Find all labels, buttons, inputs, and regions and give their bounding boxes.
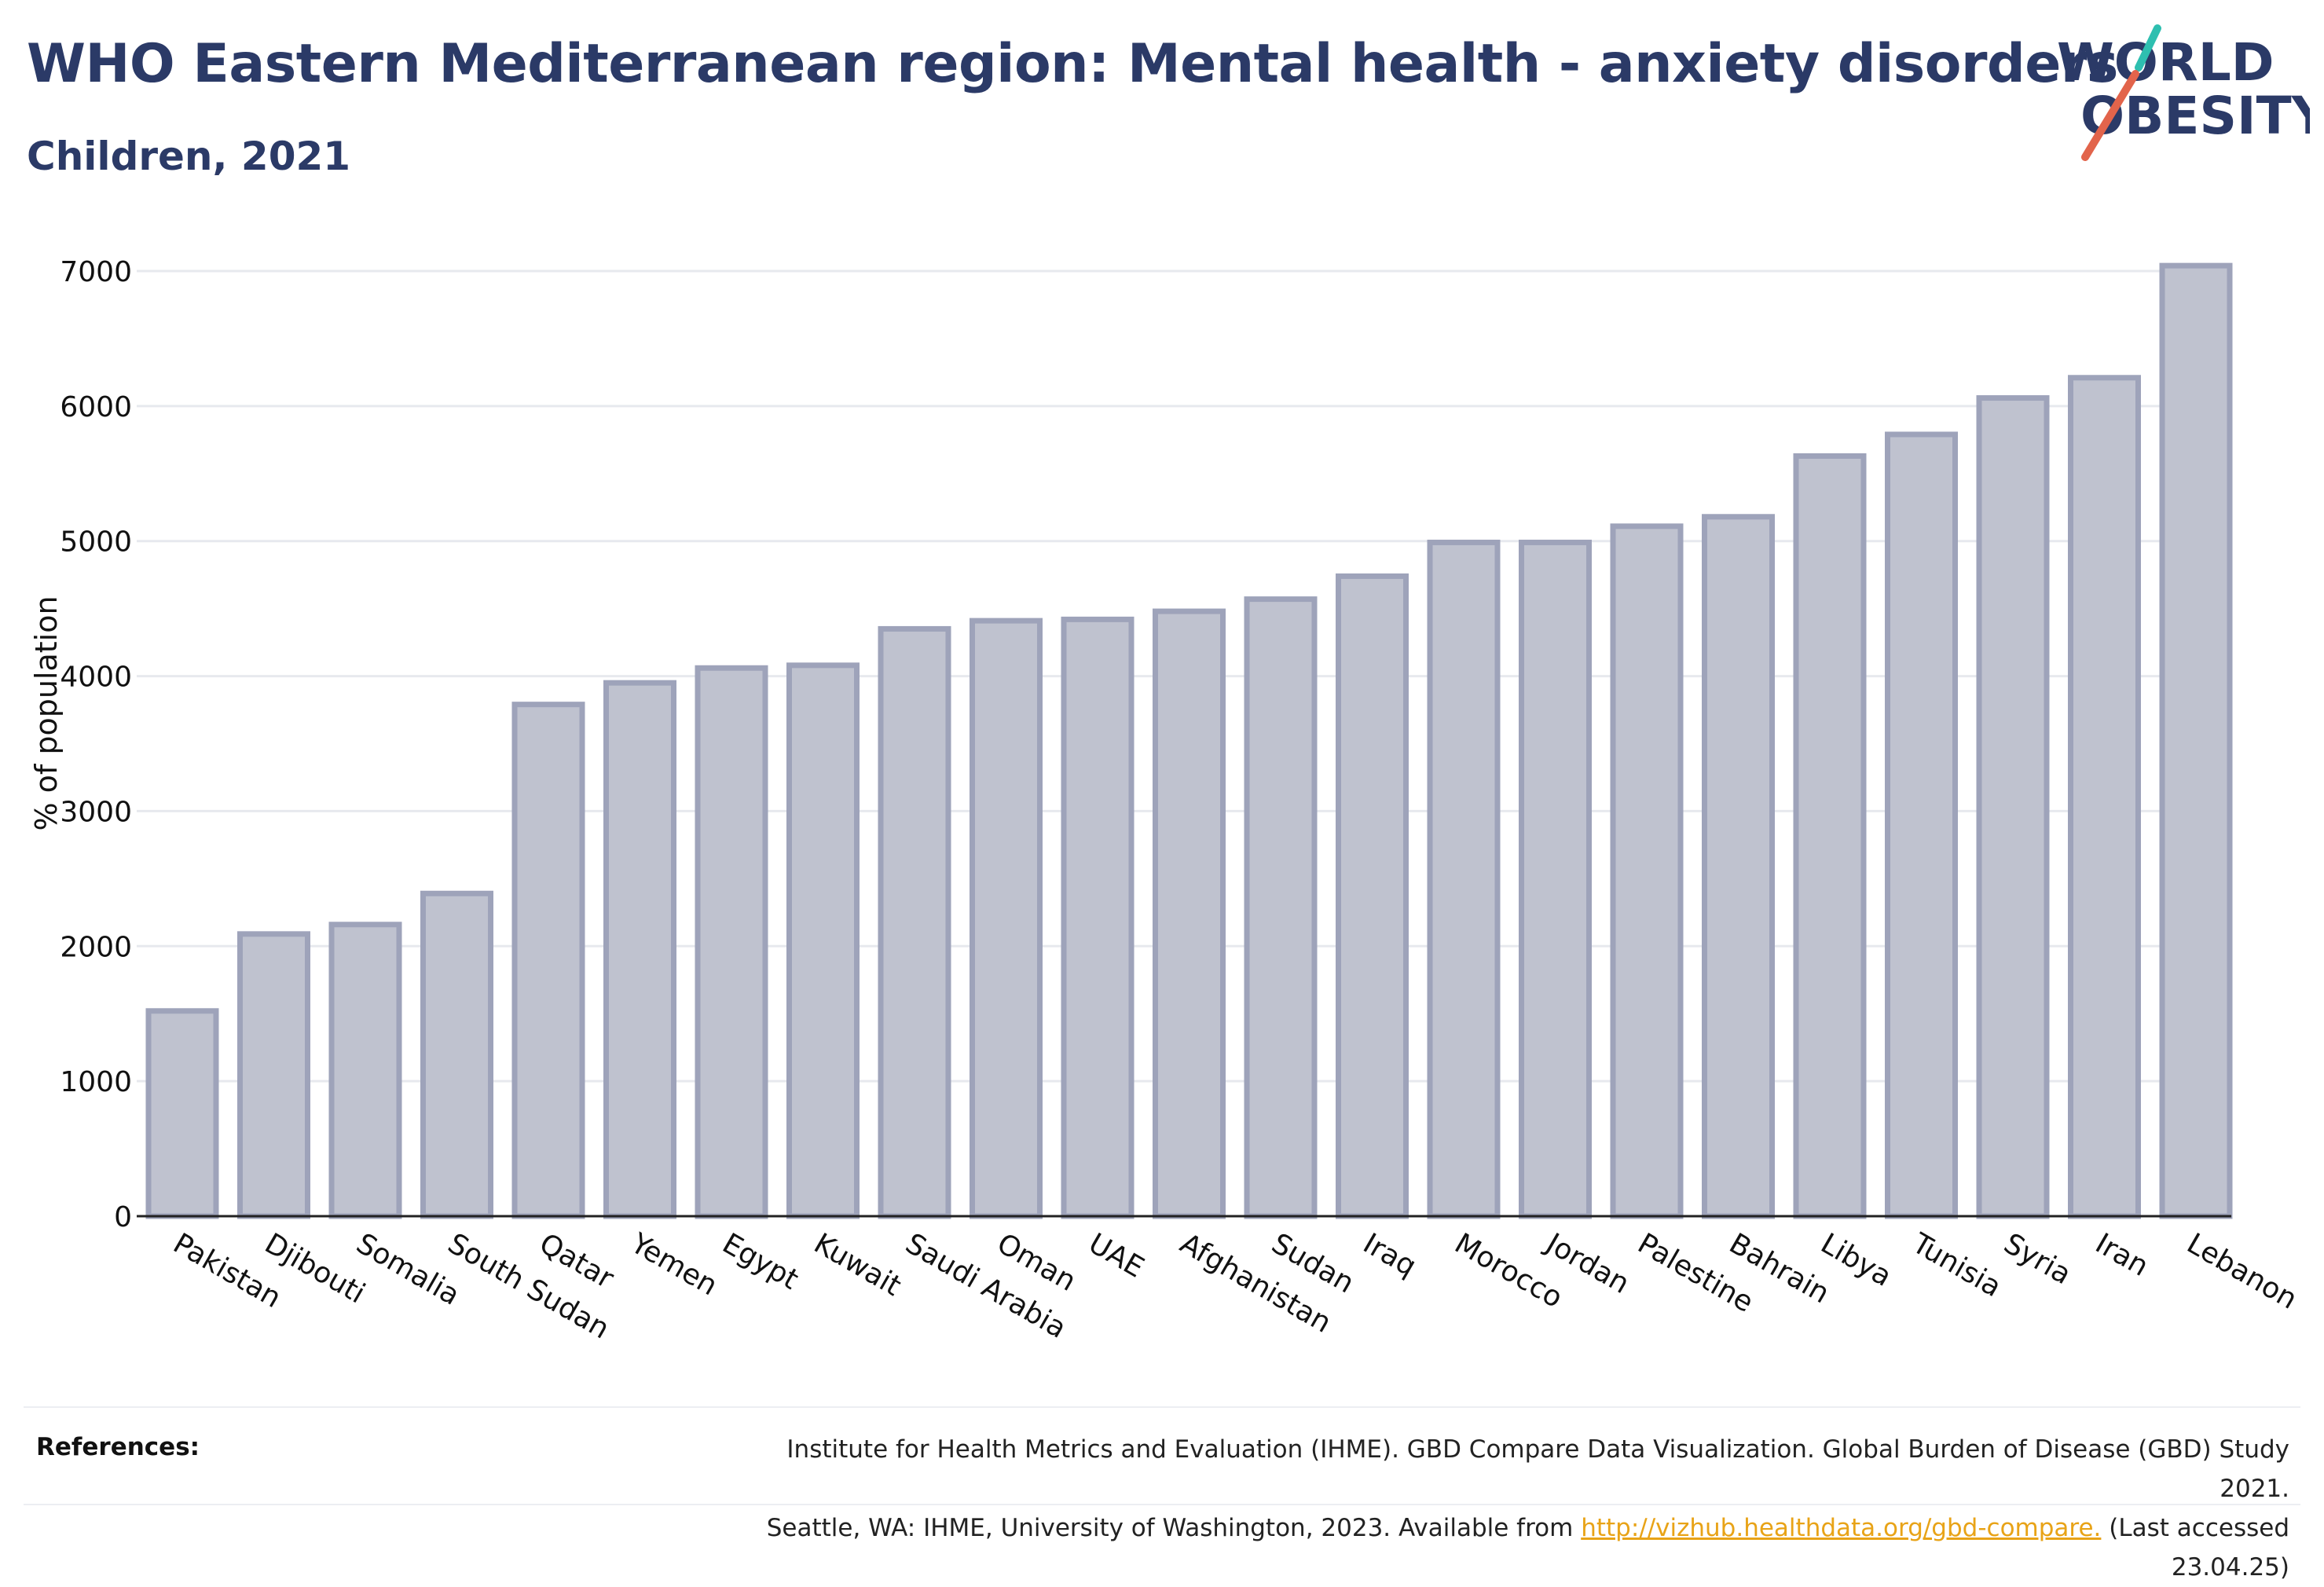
- bar-iran: [2068, 375, 2141, 1219]
- references-divider-bottom: [24, 1504, 2300, 1505]
- bar-pakistan: [145, 1008, 219, 1219]
- y-tick-label: 0: [114, 1201, 132, 1233]
- bar-qatar: [511, 702, 585, 1219]
- y-tick-label: 4000: [60, 662, 132, 694]
- bar-bahrain: [1702, 514, 1775, 1219]
- y-tick-label: 3000: [60, 796, 132, 828]
- bar-iraq: [1336, 573, 1409, 1219]
- y-tick-label: 6000: [60, 391, 132, 423]
- references-divider-top: [24, 1406, 2300, 1408]
- reference-line-1: Institute for Health Metrics and Evaluat…: [786, 1435, 2289, 1503]
- page-title: WHO Eastern Mediterranean region: Mental…: [27, 33, 2118, 95]
- bar-oman: [970, 618, 1043, 1219]
- y-tick-label: 1000: [60, 1066, 132, 1098]
- y-tick-label: 7000: [60, 256, 132, 288]
- y-axis-label: % of population: [29, 596, 64, 830]
- reference-line-2-suffix: (Last accessed 23.04.25): [2109, 1514, 2289, 1582]
- reference-line-2-prefix: Seattle, WA: IHME, University of Washing…: [766, 1514, 1574, 1542]
- bar-jordan: [1519, 539, 1592, 1219]
- x-tick-label: Kuwait: [808, 1227, 907, 1303]
- logo-slash-red: [2081, 70, 2139, 161]
- bar-djibouti: [237, 931, 310, 1219]
- x-tick-label: Tunisia: [1906, 1227, 2007, 1303]
- reference-line-2: Seattle, WA: IHME, University of Washing…: [718, 1508, 2289, 1587]
- y-tick-label: 2000: [60, 931, 132, 963]
- x-tick-label: UAE: [1083, 1227, 1149, 1284]
- bar-kuwait: [786, 662, 860, 1219]
- x-tick-label: Somalia: [351, 1227, 465, 1312]
- logo-slash-teal: [2135, 24, 2161, 71]
- bar-saudi-arabia: [878, 625, 951, 1219]
- x-tick-label: Lebanon: [2182, 1227, 2303, 1316]
- x-tick-label: Yemen: [625, 1227, 723, 1303]
- references-label: References:: [36, 1433, 200, 1461]
- bar-yemen: [603, 680, 676, 1219]
- logo-word-world: WORLD: [2057, 32, 2275, 93]
- bar-uae: [1061, 616, 1135, 1219]
- bar-tunisia: [1885, 431, 1958, 1219]
- bar-afghanistan: [1153, 608, 1226, 1219]
- x-tick-label: Syria: [1999, 1227, 2077, 1291]
- bar-south-sudan: [420, 890, 493, 1219]
- world-obesity-logo: WORLD OBESITY: [2057, 24, 2310, 161]
- bar-egypt: [695, 665, 768, 1219]
- x-tick-label: Iran: [2090, 1227, 2154, 1283]
- x-tick-label: Egypt: [717, 1227, 804, 1296]
- reference-link[interactable]: http://vizhub.healthdata.org/gbd-compare…: [1581, 1514, 2102, 1542]
- bar-lebanon: [2159, 262, 2233, 1219]
- references-text: Institute for Health Metrics and Evaluat…: [718, 1430, 2289, 1587]
- y-tick-labels: 0 1000 2000 3000 4000 5000 6000 7000: [60, 256, 132, 1233]
- page-subtitle: Children, 2021: [27, 134, 351, 179]
- bar-sudan: [1244, 596, 1318, 1219]
- bar-chart: 0 1000 2000 3000 4000 5000 6000 7000 PakistanDj…: [29, 256, 2303, 1346]
- bar-palestine: [1610, 523, 1684, 1219]
- bar-somalia: [328, 922, 402, 1219]
- bar-morocco: [1427, 539, 1501, 1219]
- bars: [145, 262, 2233, 1219]
- x-tick-label: Iraq: [1358, 1227, 1421, 1283]
- y-tick-label: 5000: [60, 526, 132, 559]
- bar-syria: [1976, 395, 2050, 1219]
- bar-libya: [1793, 453, 1867, 1219]
